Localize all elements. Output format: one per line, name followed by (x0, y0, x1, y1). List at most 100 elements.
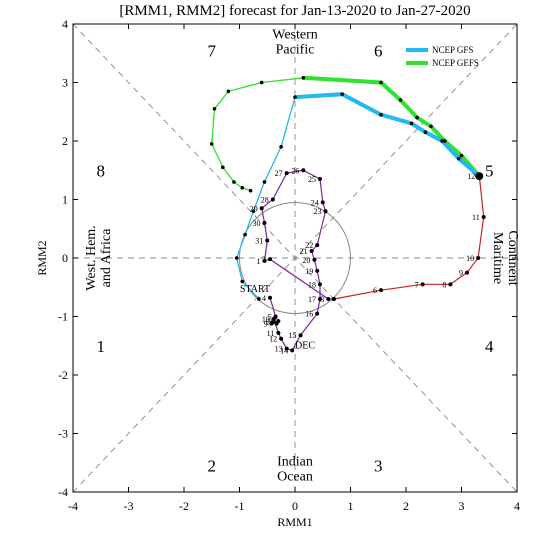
gefs-point (240, 186, 245, 190)
gfs-point (243, 232, 247, 237)
forecast-day-label: 11 (472, 213, 480, 222)
observed-point (290, 348, 295, 353)
observed-point (315, 268, 320, 273)
observed-point (298, 333, 303, 338)
observed-point (279, 336, 284, 341)
region-label-right: Continent (505, 230, 520, 285)
observed-point (315, 311, 320, 316)
forecast-day-point (465, 270, 470, 275)
gfs-point (234, 256, 239, 260)
y-tick-label: -2 (58, 368, 68, 382)
region-label-left: and Africa (99, 228, 114, 287)
forecast-day-point (448, 282, 453, 287)
phase-label-6: 6 (374, 41, 383, 60)
x-tick-label: -1 (235, 499, 245, 513)
forecast-day-line (333, 176, 485, 300)
gfs-point (240, 279, 245, 284)
x-tick-label: 4 (514, 499, 520, 513)
observed-month-label-dec: DEC (295, 341, 315, 352)
gfs-point (423, 130, 428, 135)
observed-point (270, 197, 275, 202)
gfs-point (456, 156, 461, 161)
gfs-point (279, 145, 283, 149)
region-label-right: Maritime (490, 232, 505, 284)
gfs-point (257, 297, 261, 301)
gfs-point (251, 209, 256, 213)
region-label-left: West. Hem. (84, 225, 99, 290)
observed-point-label: 19 (305, 267, 313, 276)
forecast-day-point (331, 296, 336, 301)
observed-point-label: 5 (268, 313, 272, 322)
observed-point (323, 209, 328, 214)
y-tick-label: 0 (62, 251, 68, 265)
gfs-point (409, 121, 414, 126)
observed-point (265, 238, 270, 243)
x-axis-label: RMM1 (277, 515, 312, 529)
observed-point-label: 25 (308, 175, 316, 184)
phase-label-5: 5 (485, 161, 494, 180)
observed-point (284, 346, 289, 351)
observed-point (271, 316, 276, 321)
observed-point-label: 23 (314, 207, 322, 216)
x-tick-label: -2 (179, 499, 189, 513)
gefs-point (443, 139, 447, 143)
observed-point (262, 220, 267, 225)
chart-title: [RMM1, RMM2] forecast for Jan-13-2020 to… (119, 3, 470, 19)
forecast-day-point (379, 288, 384, 293)
phase-label-3: 3 (374, 457, 383, 476)
observed-point-label: 26 (291, 166, 299, 175)
y-axis-label: RMM2 (35, 240, 49, 275)
observed-point-label: 15 (289, 331, 297, 340)
observed-point (326, 296, 331, 301)
observed-point-label: 3 (320, 295, 324, 304)
observed-point-label: 24 (311, 198, 319, 207)
gefs-point (209, 142, 214, 146)
phase-label-1: 1 (97, 337, 106, 356)
legend-label-gfs: NCEP GFS (432, 45, 473, 55)
y-tick-label: 2 (62, 134, 68, 148)
observed-point-label: 2 (262, 255, 266, 264)
observed-point-label: 1 (256, 257, 260, 266)
forecast-day-point (420, 282, 425, 287)
observed-point-label: 31 (255, 236, 263, 245)
region-label-bottom: Ocean (277, 470, 313, 485)
x-tick-label: 1 (348, 499, 354, 513)
observed-point (301, 168, 306, 173)
gefs-point (379, 80, 383, 85)
observed-point-label: 16 (305, 310, 313, 319)
forecast-end-marker (475, 172, 484, 181)
observed-point-label: 11 (267, 329, 275, 338)
observed-point-label: 8 (266, 318, 270, 327)
gfs-point (340, 92, 344, 96)
gefs-point (459, 153, 464, 158)
phase-label-4: 4 (485, 337, 494, 356)
y-tick-label: 3 (62, 76, 68, 90)
y-tick-label: -3 (58, 427, 68, 441)
region-label-top: Western (272, 28, 318, 43)
observed-point (269, 321, 274, 326)
gefs-point (415, 115, 419, 120)
forecast-day-label: 9 (459, 269, 463, 278)
series-line-gfs-thin (236, 93, 480, 300)
gefs-point (398, 98, 403, 102)
gfs-point (379, 112, 383, 117)
observed-point-label: 22 (305, 241, 313, 250)
x-tick-label: -4 (68, 499, 78, 513)
observed-point-label: 4 (262, 294, 266, 303)
forecast-day-label: 8 (442, 280, 446, 289)
gfs-point (440, 139, 444, 143)
forecast-day-label: 10 (466, 254, 474, 263)
x-tick-label: 3 (459, 499, 465, 513)
legend-label-gefs: NCEP GEFS (432, 58, 479, 68)
observed-month-label-start: START (240, 284, 270, 295)
gefs-point (226, 89, 231, 94)
observed-point (259, 206, 264, 211)
observed-point (268, 257, 273, 262)
observed-point-label: 12 (269, 335, 277, 344)
series-line-gfs (294, 92, 481, 178)
observed-point-label: 14 (280, 346, 288, 355)
x-tick-label: 2 (403, 499, 409, 513)
gefs-point (212, 107, 217, 111)
observed-point (284, 171, 289, 176)
